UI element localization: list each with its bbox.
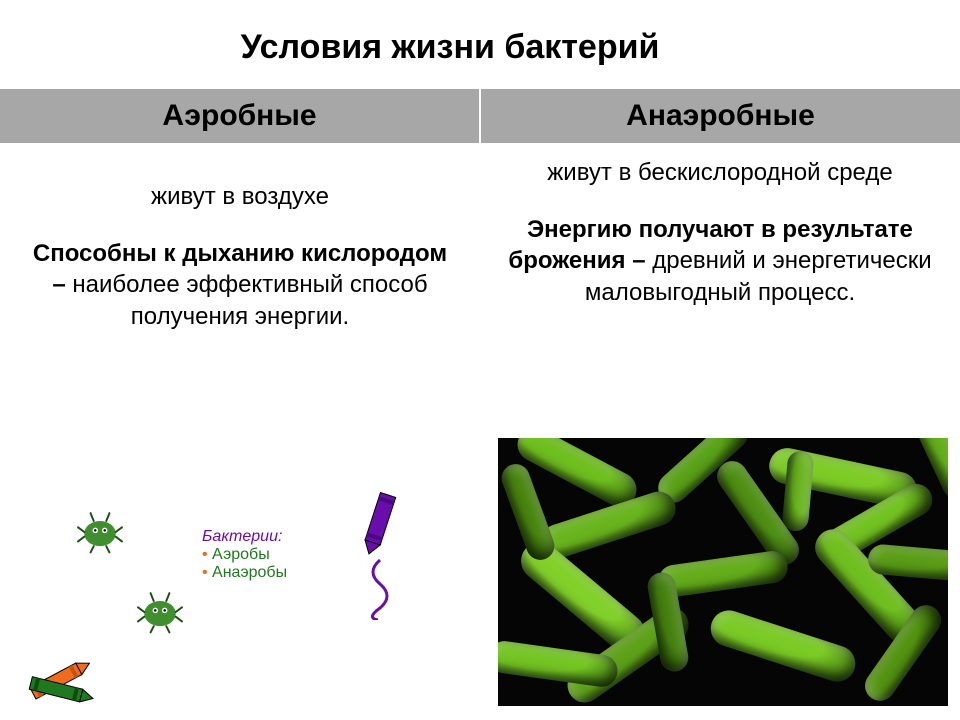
crayons-crossed-icon — [16, 650, 106, 710]
bacterium-green-icon — [136, 590, 184, 634]
aerobic-desc1: живут в воздухе — [26, 157, 454, 212]
bacterium-rod — [498, 639, 620, 689]
bacterium-rod — [782, 450, 815, 532]
aerobic-column: живут в воздухе Способны к дыханию кисло… — [0, 143, 480, 332]
bacteria-photo — [498, 438, 948, 706]
page-title: Условия жизни бактерий — [0, 0, 960, 89]
columns-header: Аэробные Анаэробные — [0, 89, 960, 143]
bacterium-green-icon — [76, 510, 124, 554]
columns-body: живут в воздухе Способны к дыханию кисло… — [0, 143, 960, 332]
left-illustration: Бактерии: • Аэробы • Анаэробы — [26, 480, 456, 700]
legend-item2: • Анаэробы — [202, 564, 287, 582]
anaerobic-desc1: живут в бескислородной среде — [506, 157, 934, 188]
legend-item1: • Аэробы — [202, 546, 287, 564]
legend-item1-label: Аэробы — [212, 546, 270, 563]
anaerobic-desc2: Энергию получают в результате брожения –… — [506, 214, 934, 308]
anaerobic-column: живут в бескислородной среде Энергию пол… — [480, 143, 960, 332]
aerobic-header: Аэробные — [0, 89, 481, 143]
aerobic-desc2: Способны к дыханию кислородом – наиболее… — [26, 238, 454, 332]
crayon-purple-icon — [336, 490, 426, 620]
legend-item2-label: Анаэробы — [212, 564, 287, 581]
aerobic-desc2-rest: наиболее эффективный способ получения эн… — [66, 271, 428, 329]
bacterium-rod — [706, 606, 860, 687]
legend-heading: Бактерии: — [202, 528, 287, 546]
anaerobic-header: Анаэробные — [481, 89, 960, 143]
bacterium-rod — [498, 460, 558, 564]
bacteria-legend: Бактерии: • Аэробы • Анаэробы — [202, 528, 287, 582]
